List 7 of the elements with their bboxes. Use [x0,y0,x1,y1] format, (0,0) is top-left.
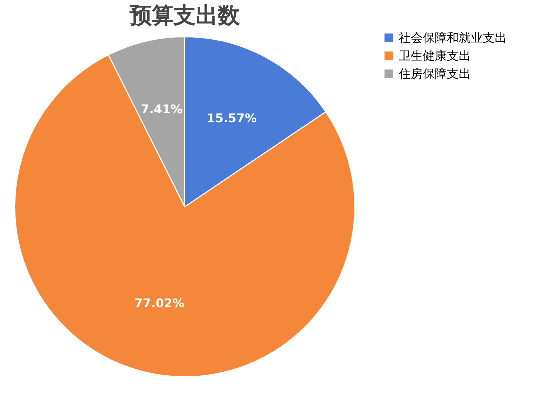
data-label: 7.41% [141,102,183,117]
data-label: 77.02% [134,296,185,311]
legend-label: 社会保障和就业支出 [399,31,507,45]
chart-title: 预算支出数 [129,4,241,29]
legend-label: 卫生健康支出 [399,49,471,63]
data-label: 15.57% [206,112,257,126]
legend-label: 住房保障支出 [398,67,471,81]
